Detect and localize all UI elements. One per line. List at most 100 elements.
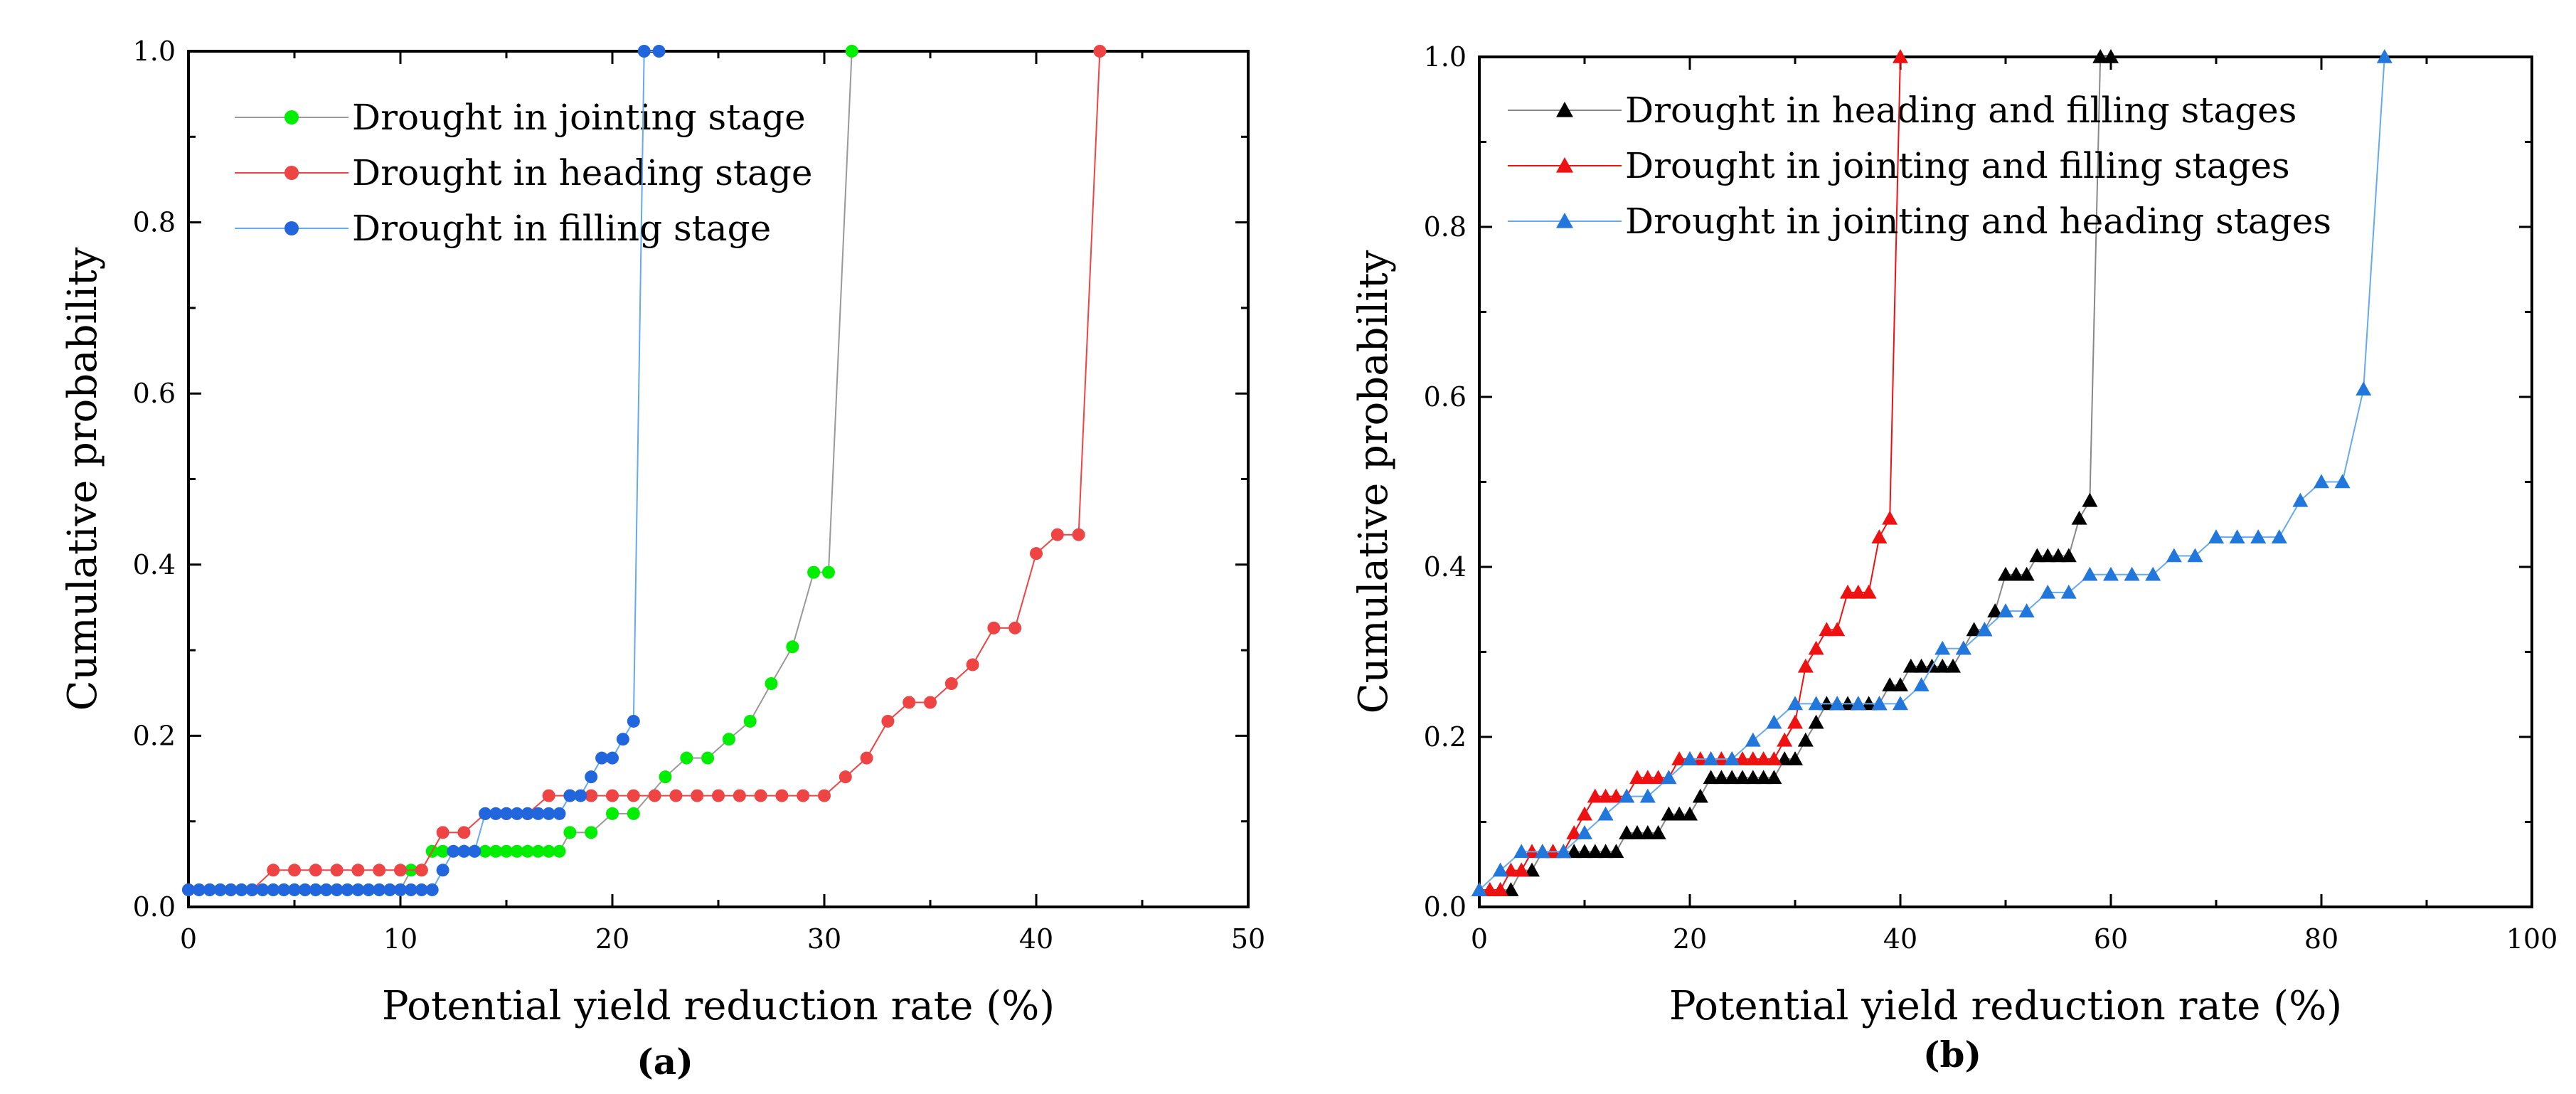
data-point <box>637 45 651 58</box>
data-point <box>797 789 810 802</box>
data-point <box>1777 732 1793 747</box>
data-point <box>595 751 609 765</box>
data-point <box>489 807 503 820</box>
y-tick-label: 0.2 <box>1424 721 1467 753</box>
data-point <box>277 883 291 896</box>
y-tick-label: 0.4 <box>1424 551 1467 583</box>
data-point <box>2250 529 2267 543</box>
data-point <box>436 864 449 877</box>
data-point <box>1735 751 1750 765</box>
data-point <box>1713 770 1730 785</box>
data-point <box>1871 696 1888 711</box>
data-point <box>1492 882 1508 896</box>
data-point <box>383 883 397 896</box>
data-point <box>1987 603 2003 617</box>
data-point <box>436 844 449 858</box>
data-point <box>1481 882 1498 896</box>
x-tick-label: 60 <box>2094 923 2128 955</box>
data-point <box>1976 622 1993 637</box>
data-point <box>1913 658 1930 673</box>
data-point <box>553 807 566 820</box>
y-tick-label: 0.0 <box>133 891 176 923</box>
data-point <box>606 807 619 820</box>
legend-label: Drought in jointing and filling stages <box>1625 145 2290 186</box>
data-point <box>1629 770 1645 785</box>
data-point <box>627 789 640 802</box>
data-point <box>425 883 439 896</box>
data-point <box>192 883 206 896</box>
data-point <box>2124 566 2140 581</box>
data-point <box>2040 548 2056 563</box>
data-point <box>1882 677 1898 691</box>
data-point <box>351 883 365 896</box>
data-point <box>457 826 471 839</box>
x-tick-label: 80 <box>2304 923 2338 955</box>
data-point <box>1661 806 1677 821</box>
data-point <box>1797 732 1814 747</box>
data-point <box>2314 474 2329 489</box>
data-point <box>1682 806 1698 821</box>
data-point <box>1934 640 1951 655</box>
data-point <box>479 807 492 820</box>
data-point <box>2050 548 2066 563</box>
data-point <box>754 789 767 802</box>
data-point <box>2071 510 2087 525</box>
x-axis-title: Potential yield reduction rate (%) <box>382 983 1055 1029</box>
data-point <box>1597 788 1614 803</box>
data-point <box>542 844 555 858</box>
data-point <box>2060 548 2077 563</box>
data-point <box>1597 844 1614 859</box>
data-point <box>574 789 587 802</box>
data-point <box>606 789 619 802</box>
data-point <box>1503 882 1519 896</box>
data-point <box>309 864 322 877</box>
data-point <box>1871 529 1888 543</box>
data-point <box>1650 825 1666 839</box>
data-point <box>585 770 598 784</box>
data-point <box>510 844 523 858</box>
data-point <box>2082 566 2098 581</box>
legend-label: Drought in heading and filling stages <box>1625 90 2296 131</box>
data-point <box>2018 566 2035 581</box>
data-point <box>267 864 280 877</box>
data-point <box>616 733 629 746</box>
data-point <box>1745 770 1761 785</box>
data-point <box>1534 844 1550 859</box>
y-tick-label: 0.0 <box>1424 891 1467 923</box>
data-point <box>203 883 216 896</box>
data-point <box>1692 788 1708 803</box>
data-point <box>1934 658 1951 673</box>
x-tick-label: 10 <box>383 923 417 955</box>
data-point <box>1671 751 1688 765</box>
chart-panel-b: 0 20 40 60 80 100 0.0 0.2 0.4 0.6 0.8 1.0 Potential … <box>1351 41 2558 1029</box>
data-point <box>1893 677 1908 691</box>
data-point <box>1566 825 1582 839</box>
data-point <box>489 844 503 858</box>
data-point <box>1735 770 1750 785</box>
data-point <box>691 789 704 802</box>
legend-label: Drought in filling stage <box>352 208 771 249</box>
data-point <box>415 883 428 896</box>
data-point <box>1998 566 2013 581</box>
data-point <box>701 751 715 765</box>
data-point <box>1524 862 1540 877</box>
data-point <box>1755 751 1772 765</box>
panel-label-b: (b) <box>1923 1034 1981 1076</box>
data-point <box>1777 751 1793 765</box>
data-point <box>1619 825 1635 839</box>
data-point <box>1639 788 1656 803</box>
data-point <box>2145 566 2161 581</box>
data-point <box>1629 825 1645 839</box>
data-point <box>627 807 640 820</box>
data-point <box>1608 844 1624 859</box>
data-point <box>1671 806 1688 821</box>
data-point <box>563 789 577 802</box>
data-point <box>298 883 312 896</box>
data-point <box>1713 751 1730 765</box>
data-point <box>521 807 534 820</box>
data-point <box>1955 640 1971 655</box>
data-point <box>1008 621 1022 634</box>
data-point <box>510 807 523 820</box>
y-tick-label: 0.8 <box>133 207 176 238</box>
data-point <box>531 844 545 858</box>
